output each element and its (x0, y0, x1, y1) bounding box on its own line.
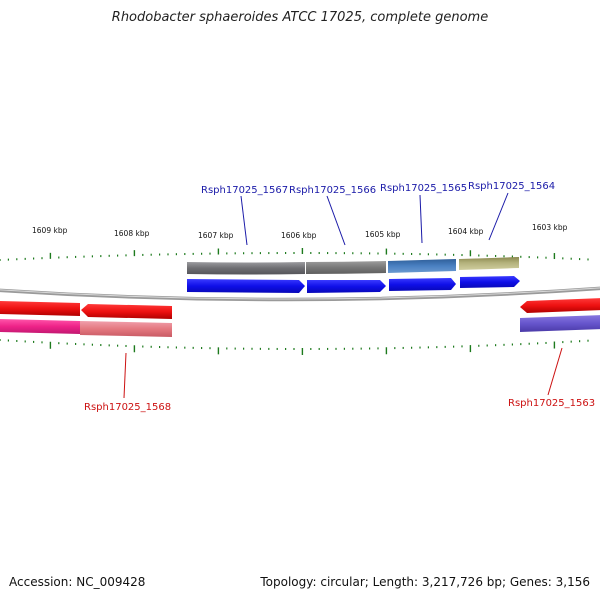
gene-label-1565[interactable]: Rsph17025_1565 (380, 183, 467, 194)
scale-label-1606: 1606 kbp (281, 231, 317, 240)
gene-label-1567[interactable]: Rsph17025_1567 (201, 185, 288, 196)
cds-arrow-1567[interactable] (187, 279, 305, 293)
gene-labels: Rsph17025_1567 Rsph17025_1566 Rsph17025_… (84, 181, 595, 413)
cds-arrow-1565[interactable] (389, 278, 456, 291)
accession-text: Accession: NC_009428 (9, 575, 146, 589)
feature-block-1565[interactable] (388, 259, 456, 273)
gene-label-1564[interactable]: Rsph17025_1564 (468, 181, 555, 192)
gene-label-1566[interactable]: Rsph17025_1566 (289, 185, 376, 196)
leader-1566 (326, 195, 346, 246)
gene-label-1563[interactable]: Rsph17025_1563 (508, 398, 595, 409)
cds-arrow-1566[interactable] (307, 280, 386, 293)
cds-arrow-1563[interactable] (520, 298, 600, 313)
leader-1565 (419, 194, 423, 244)
genome-backbone (0, 286, 600, 302)
cds-arrow-1569[interactable] (0, 301, 80, 316)
gene-label-1568[interactable]: Rsph17025_1568 (84, 402, 171, 413)
cds-track-reverse (0, 298, 600, 319)
feature-track-top (187, 257, 519, 275)
leader-1564 (488, 192, 509, 241)
leader-1563 (547, 347, 563, 396)
scale-labels: 1609 kbp 1608 kbp 1607 kbp 1606 kbp 1605… (32, 223, 568, 240)
cds-track-forward (187, 276, 520, 293)
feature-block-1567[interactable] (187, 262, 305, 275)
feature-block-1568[interactable] (80, 321, 172, 337)
feature-track-bottom (0, 315, 600, 337)
feature-block-1566[interactable] (306, 261, 386, 274)
scale-label-1608: 1608 kbp (114, 229, 150, 238)
scale-label-1607: 1607 kbp (198, 231, 234, 240)
scale-label-1604: 1604 kbp (448, 227, 484, 236)
cds-arrow-1568[interactable] (81, 304, 172, 319)
scale-label-1609: 1609 kbp (32, 226, 68, 235)
cds-arrow-1564[interactable] (460, 276, 520, 288)
scale-ticks (0, 248, 589, 355)
leader-1567 (240, 195, 248, 246)
scale-label-1603: 1603 kbp (532, 223, 568, 232)
genome-summary-text: Topology: circular; Length: 3,217,726 bp… (260, 575, 590, 589)
feature-block-1563[interactable] (520, 315, 600, 332)
feature-block-1564[interactable] (459, 257, 519, 270)
feature-block-1569[interactable] (0, 319, 80, 334)
label-leaders (123, 192, 563, 399)
leader-1568 (123, 352, 127, 399)
genome-title: Rhodobacter sphaeroides ATCC 17025, comp… (111, 10, 489, 25)
scale-label-1605: 1605 kbp (365, 230, 401, 239)
